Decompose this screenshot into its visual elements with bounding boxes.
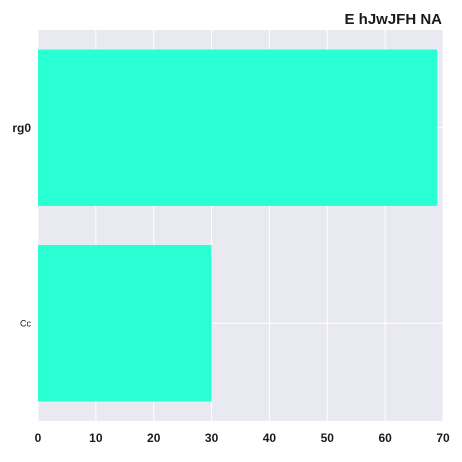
x-axis-ticks: 0 10 20 30 40 50 60 70: [35, 431, 450, 445]
bars: [38, 49, 438, 402]
y-category-label: rg0: [12, 121, 31, 135]
x-tick-label: 20: [147, 431, 161, 445]
x-tick-label: 30: [205, 431, 219, 445]
x-tick-label: 40: [263, 431, 277, 445]
x-tick-label: 60: [378, 431, 392, 445]
x-tick-label: 50: [321, 431, 335, 445]
y-axis-categories: rg0 Cc: [12, 121, 31, 329]
x-tick-label: 0: [35, 431, 42, 445]
x-tick-label: 70: [436, 431, 450, 445]
y-category-label: Cc: [20, 318, 31, 328]
x-tick-label: 10: [89, 431, 103, 445]
bar-cc: [38, 245, 212, 402]
chart-title: E hJwJFH NA: [344, 11, 442, 28]
bar-rg0: [38, 49, 438, 206]
